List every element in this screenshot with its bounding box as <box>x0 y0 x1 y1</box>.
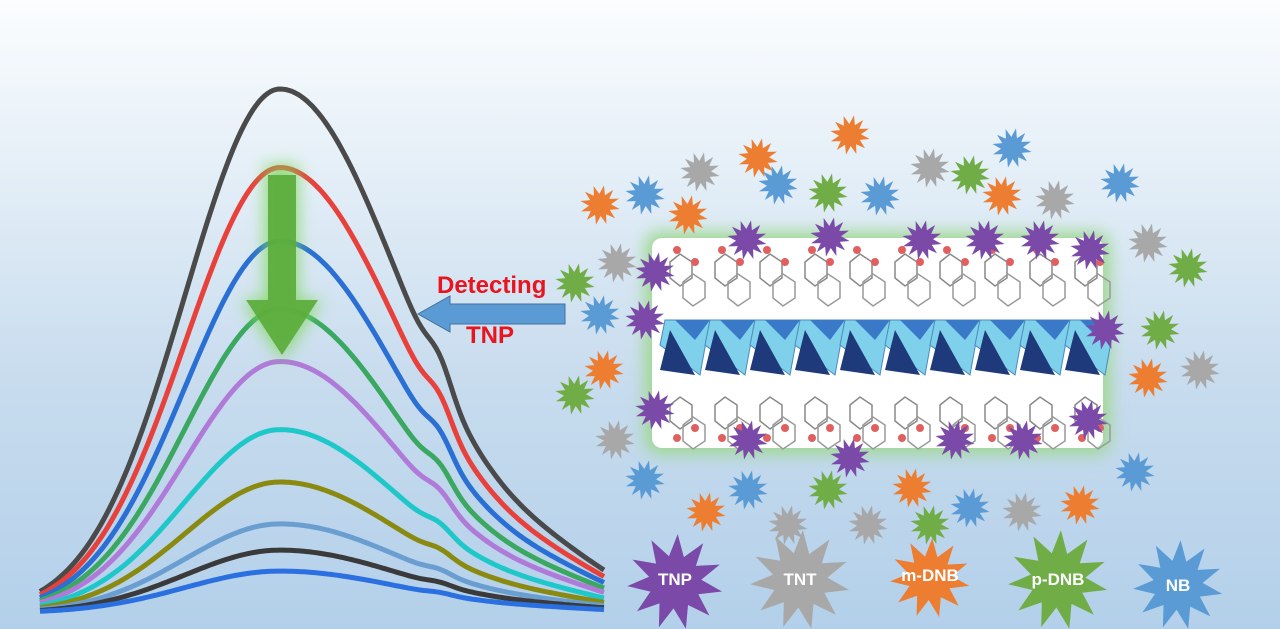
molecule-star-icon <box>1168 248 1208 288</box>
molecule-star-icon <box>555 375 595 415</box>
molecule-star-icon <box>1180 350 1220 390</box>
molecule-star-icon <box>738 138 778 178</box>
molecule-star-icon <box>808 173 848 213</box>
detecting-label: Detecting <box>437 272 547 299</box>
molecule-star-icon <box>848 505 888 545</box>
molecule-star-icon <box>727 220 767 260</box>
molecule-star-icon <box>1085 310 1125 350</box>
molecule-star-icon <box>1068 400 1108 440</box>
molecule-star-icon <box>597 243 637 283</box>
legend-tnt: TNT <box>783 570 817 589</box>
molecule-star-icon <box>680 152 720 192</box>
spectrum-curve <box>38 165 606 597</box>
analyte-molecules <box>555 115 1220 545</box>
molecule-star-icon <box>950 488 990 528</box>
spectrum-curve <box>39 521 605 612</box>
molecule-star-icon <box>830 115 870 155</box>
molecule-star-icon <box>1003 420 1043 460</box>
molecule-star-icon <box>965 220 1005 260</box>
molecule-star-icon <box>635 390 675 430</box>
spectrum-curve <box>39 306 605 603</box>
molecule-star-icon <box>728 420 768 460</box>
molecule-star-icon <box>1140 310 1180 350</box>
molecule-star-icon <box>728 470 768 510</box>
legend-tnp: TNP <box>658 570 692 589</box>
molecule-star-icon <box>1070 230 1110 270</box>
molecule-star-icon <box>1035 180 1075 220</box>
legend-nb: NB <box>1165 576 1191 595</box>
molecule-star-icon <box>580 295 620 335</box>
molecule-star-icon <box>758 165 798 205</box>
molecule-star-icon <box>1060 485 1100 525</box>
molecule-star-icon <box>595 420 635 460</box>
tnp-label: TNP <box>466 322 514 349</box>
mof-structure <box>645 232 1116 454</box>
molecule-star-icon <box>982 176 1022 216</box>
legend-m-dnb: m-DNB <box>901 566 959 585</box>
molecule-star-icon <box>860 176 900 216</box>
molecule-star-icon <box>625 175 665 215</box>
molecule-star-icon <box>830 438 870 478</box>
molecule-star-icon <box>1020 220 1060 260</box>
quench-arrow <box>242 165 322 360</box>
molecule-star-icon <box>1128 358 1168 398</box>
spectrum-curve <box>39 427 605 608</box>
molecule-star-icon <box>810 217 850 257</box>
molecule-star-icon <box>992 128 1032 168</box>
molecule-star-icon <box>1100 163 1140 203</box>
legend-star-icon <box>1008 530 1107 629</box>
spectrum-curve <box>39 479 605 611</box>
molecule-star-icon <box>1002 492 1042 532</box>
molecule-star-icon <box>1128 223 1168 263</box>
molecule-star-icon <box>902 220 942 260</box>
legend-star-icon <box>890 538 970 617</box>
molecule-star-icon <box>625 300 665 340</box>
molecule-star-icon <box>768 505 808 545</box>
spectra-curves <box>38 86 606 614</box>
molecule-star-icon <box>1115 452 1155 492</box>
legend-star-icon <box>750 530 849 629</box>
molecule-star-icon <box>910 148 950 188</box>
molecule-star-icon <box>935 420 975 460</box>
molecule-star-icon <box>686 492 726 532</box>
molecule-star-icon <box>584 350 624 390</box>
molecule-star-icon <box>808 470 848 510</box>
molecule-star-icon <box>950 155 990 195</box>
molecule-star-icon <box>555 263 595 303</box>
spectrum-curve <box>39 238 606 600</box>
molecule-star-icon <box>580 185 620 225</box>
spectrum-curve <box>39 568 605 614</box>
molecule-star-icon <box>668 195 708 235</box>
molecule-star-icon <box>910 505 950 545</box>
legend-p-dnb: p-DNB <box>1031 570 1085 589</box>
legend-star-icon <box>1133 540 1223 629</box>
spectrum-curve <box>39 359 605 606</box>
molecule-star-icon <box>635 252 675 292</box>
legend-stars <box>627 530 1223 629</box>
spectrum-curve <box>39 547 605 613</box>
molecule-star-icon <box>625 460 665 500</box>
spectrum-curve <box>38 86 606 594</box>
detect-arrow-icon <box>416 295 566 333</box>
legend-star-icon <box>627 534 722 629</box>
molecule-star-icon <box>892 468 932 508</box>
